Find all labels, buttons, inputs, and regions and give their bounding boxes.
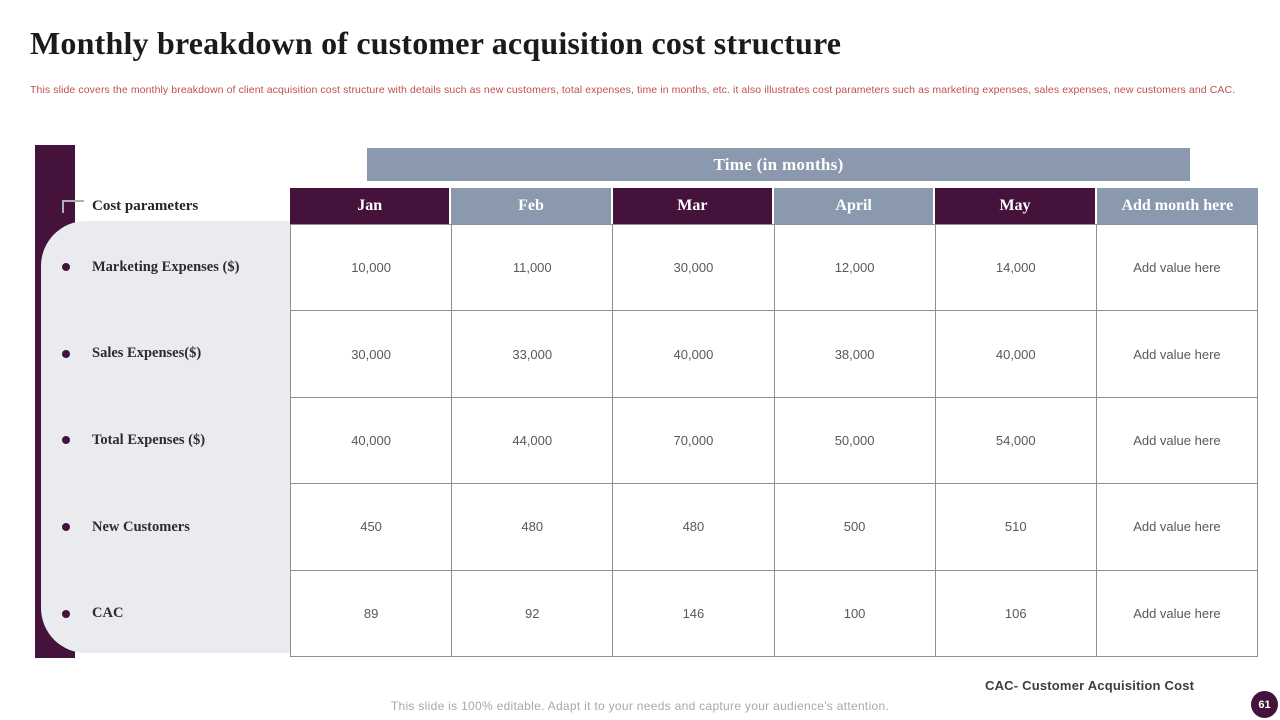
bullet-icon [62,263,70,272]
table-cell: 500 [774,484,936,571]
row-label-text: New Customers [92,518,190,535]
row-label-text: Marketing Expenses ($) [92,258,240,275]
row-label-text: CAC [92,605,124,622]
time-band-label: Time (in months) [713,154,844,174]
table-cell: 70,000 [613,397,775,485]
table-cell: 40,000 [613,311,775,398]
row-label: New Customers [62,484,288,571]
footer-note: This slide is 100% editable. Adapt it to… [390,699,890,713]
column-header-jan: Jan [290,188,452,224]
row-label-text: Total Expenses ($) [92,431,206,448]
slide-subtitle: This slide covers the monthly breakdown … [30,84,1236,96]
table-cell: 38,000 [774,311,936,398]
row-header-label: Cost parameters [92,197,199,214]
column-header-mar: Mar [612,188,774,224]
table-cell: 146 [613,570,775,657]
table-cell: 10,000 [291,225,453,312]
table-cell: 480 [613,484,775,571]
table-cell: 106 [935,570,1097,657]
table-cell: 33,000 [452,311,614,398]
time-band: Time (in months) [367,148,1190,181]
add-value-placeholder[interactable]: Add value here [1096,311,1258,398]
column-header-feb: Feb [451,188,613,224]
table-cell: 14,000 [935,225,1097,312]
row-label: Total Expenses ($) [62,397,288,484]
table-cell: 100 [774,570,936,657]
table-cell: 40,000 [935,311,1097,398]
row-labels: Marketing Expenses ($) Sales Expenses($) T… [62,224,288,657]
table-cell: 30,000 [291,311,453,398]
page-number-badge: 61 [1251,691,1278,718]
table-cell: 11,000 [452,225,614,312]
bullet-icon [62,436,70,445]
column-headers: Jan Feb Mar April May Add month here [290,188,1258,224]
bullet-icon [62,349,70,358]
column-header-add-month-here[interactable]: Add month here [1096,188,1258,224]
column-header-april: April [773,188,936,224]
row-label: Sales Expenses($) [62,311,288,398]
table-cell: 480 [452,484,614,571]
add-value-placeholder[interactable]: Add value here [1096,570,1258,657]
page-title: Monthly breakdown of customer acquisitio… [30,25,842,61]
table-cell: 40,000 [291,397,453,485]
add-value-placeholder[interactable]: Add value here [1096,484,1258,571]
connector-bracket-icon [62,200,84,213]
table-cell: 44,000 [452,397,614,485]
table-cell: 50,000 [774,397,936,485]
data-grid: 10,000 11,000 30,000 12,000 14,000 Add value … [290,224,1258,657]
table-cell: 54,000 [935,397,1097,485]
abbreviation-note: CAC- Customer Acquisition Cost [985,678,1195,693]
table-cell: 12,000 [774,225,936,312]
table-cell: 450 [291,484,453,571]
table-cell: 510 [935,484,1097,571]
table-cell: 92 [452,570,614,657]
column-header-may: May [935,188,1097,224]
add-value-placeholder[interactable]: Add value here [1096,397,1258,485]
add-value-placeholder[interactable]: Add value here [1096,225,1258,312]
table-cell: 89 [291,570,453,657]
row-label-text: Sales Expenses($) [92,345,202,362]
row-label: CAC [62,570,288,657]
table-cell: 30,000 [613,225,775,312]
bullet-icon [62,609,70,618]
row-label: Marketing Expenses ($) [62,224,288,311]
row-label-panel [41,221,290,653]
bullet-icon [62,523,70,532]
